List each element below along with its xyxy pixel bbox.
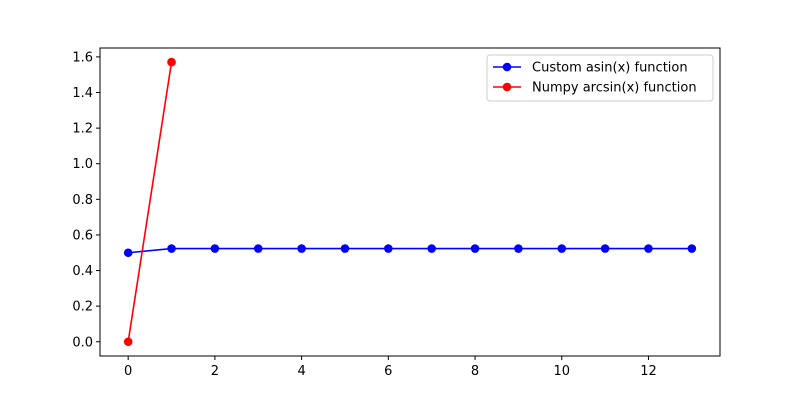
y-tick-label: 1.2 xyxy=(72,122,93,137)
y-axis: 0.0 0.2 0.4 0.6 0.8 1.0 1.2 1.4 1.6 xyxy=(72,50,100,350)
legend-label: Custom asin(x) function xyxy=(532,61,688,76)
y-tick-label: 1.4 xyxy=(72,86,93,101)
data-point xyxy=(514,244,523,253)
data-point xyxy=(557,244,567,253)
y-tick-label: 1.6 xyxy=(72,50,93,65)
legend-label: Numpy arcsin(x) function xyxy=(532,81,697,96)
legend-box xyxy=(486,54,714,102)
y-tick-label: 0.2 xyxy=(72,300,93,315)
data-point xyxy=(384,244,393,253)
x-tick-label: 6 xyxy=(384,364,392,379)
axes-frame xyxy=(99,47,721,357)
x-tick-label: 0 xyxy=(124,364,132,379)
legend-swatch-marker xyxy=(502,62,512,72)
data-point xyxy=(427,244,436,253)
plot-area xyxy=(123,57,697,347)
y-tick-label: 0.4 xyxy=(72,264,93,279)
data-point xyxy=(644,244,653,253)
y-tick-label: 0.6 xyxy=(72,228,93,243)
x-tick-label: 8 xyxy=(471,364,479,379)
x-tick-label: 10 xyxy=(553,364,570,379)
series-line-1 xyxy=(128,247,692,254)
data-point xyxy=(297,244,306,253)
data-point xyxy=(600,244,610,253)
y-tick-label: 0.0 xyxy=(72,335,93,350)
x-tick-label: 2 xyxy=(211,364,219,379)
data-point xyxy=(470,244,480,253)
data-point xyxy=(210,244,220,253)
x-axis: 0 2 4 6 8 10 12 xyxy=(124,356,657,379)
x-tick-label: 4 xyxy=(297,364,305,379)
data-point xyxy=(687,244,697,253)
legend-swatch-marker xyxy=(502,82,512,92)
legend: Custom asin(x) function Numpy arcsin(x) f… xyxy=(486,54,714,102)
y-tick-label: 0.8 xyxy=(72,193,93,208)
data-point xyxy=(123,337,133,347)
y-tick-label: 1.0 xyxy=(72,157,93,172)
data-point xyxy=(167,57,176,67)
data-point xyxy=(123,248,133,258)
data-point xyxy=(253,244,263,253)
data-point xyxy=(167,244,176,253)
x-tick-label: 12 xyxy=(640,364,657,379)
series-line-2 xyxy=(127,61,173,342)
data-point xyxy=(340,244,350,253)
